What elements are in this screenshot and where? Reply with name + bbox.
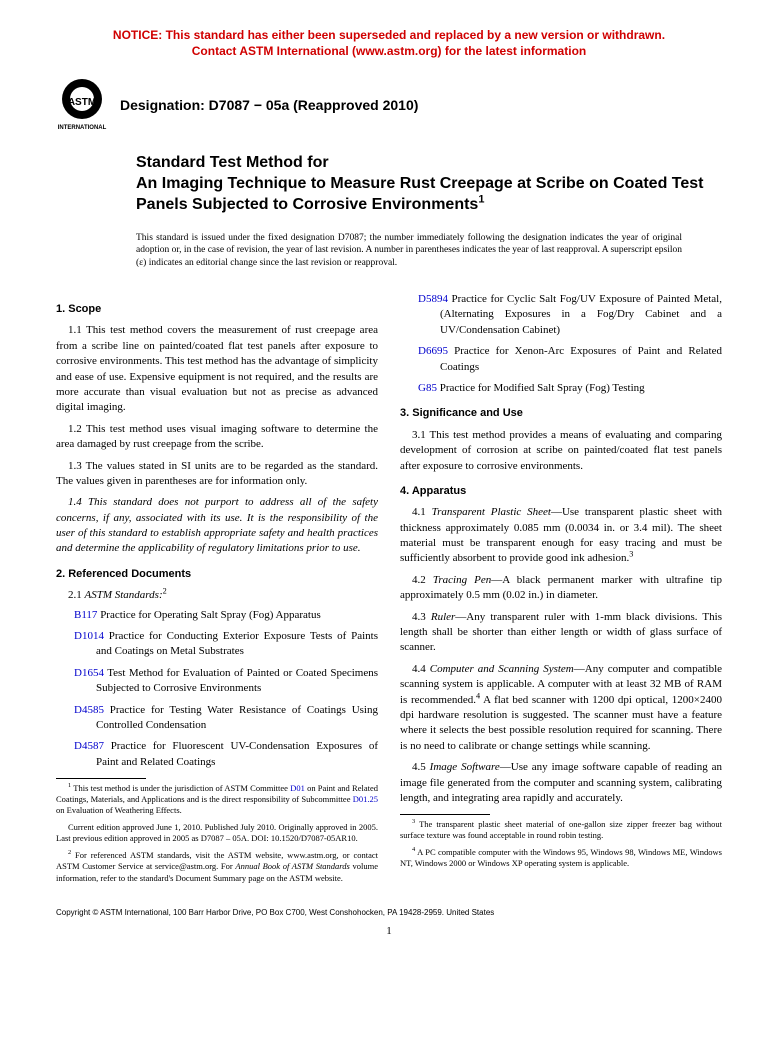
ref-link[interactable]: D1014 [74, 630, 104, 642]
ref-link[interactable]: D01 [290, 783, 305, 793]
section-heading-references: 2. Referenced Documents [56, 567, 378, 582]
section-heading-significance: 3. Significance and Use [400, 406, 722, 421]
ref-item: D1654 Test Method for Evaluation of Pain… [56, 666, 378, 697]
footnote-rule [400, 814, 490, 815]
ref-link[interactable]: D01.25 [353, 794, 378, 804]
ref-item: D4585 Practice for Testing Water Resista… [56, 703, 378, 734]
footnote-4: 4 A PC compatible computer with the Wind… [400, 847, 722, 869]
copyright-line: Copyright © ASTM International, 100 Barr… [56, 908, 722, 917]
para-3-1: 3.1 This test method provides a means of… [400, 428, 722, 474]
body-columns: 1. Scope 1.1 This test method covers the… [56, 292, 722, 884]
ref-link[interactable]: D6695 [418, 345, 448, 357]
page-number: 1 [56, 925, 722, 937]
notice-line-1: NOTICE: This standard has either been su… [113, 28, 665, 42]
ref-item: B117 Practice for Operating Salt Spray (… [56, 608, 378, 623]
para-4-1: 4.1 Transparent Plastic Sheet—Use transp… [400, 505, 722, 567]
header-row: ASTM INTERNATIONAL Designation: D7087 − … [56, 77, 722, 133]
para-2-1: 2.1 ASTM Standards:2 [56, 588, 378, 603]
footnote-3: 3 The transparent plastic sheet material… [400, 819, 722, 841]
footnote-2: 2 For referenced ASTM standards, visit t… [56, 850, 378, 883]
ref-link[interactable]: B117 [74, 609, 97, 621]
footnote-1b: Current edition approved June 1, 2010. P… [56, 822, 378, 844]
section-heading-scope: 1. Scope [56, 302, 378, 317]
supersession-notice: NOTICE: This standard has either been su… [56, 28, 722, 59]
issuance-note: This standard is issued under the fixed … [136, 232, 682, 270]
para-4-3: 4.3 Ruler—Any transparent ruler with 1-m… [400, 610, 722, 656]
right-footnote-block: 3 The transparent plastic sheet material… [400, 814, 722, 869]
designation-line: Designation: D7087 − 05a (Reapproved 201… [120, 97, 418, 113]
astm-logo-icon: ASTM INTERNATIONAL [56, 77, 108, 133]
svg-text:INTERNATIONAL: INTERNATIONAL [58, 125, 107, 131]
ref-item: G85 Practice for Modified Salt Spray (Fo… [400, 381, 722, 396]
notice-line-2: Contact ASTM International (www.astm.org… [192, 44, 586, 58]
ref-link[interactable]: G85 [418, 382, 437, 394]
title-block: Standard Test Method for An Imaging Tech… [136, 153, 722, 215]
title-main: An Imaging Technique to Measure Rust Cre… [136, 174, 722, 216]
svg-text:ASTM: ASTM [68, 97, 96, 108]
ref-item: D6695 Practice for Xenon-Arc Exposures o… [400, 344, 722, 375]
para-1-4: 1.4 This standard does not purport to ad… [56, 495, 378, 557]
ref-link[interactable]: D1654 [74, 667, 104, 679]
footnote-1: 1 This test method is under the jurisdic… [56, 783, 378, 816]
title-lead: Standard Test Method for [136, 153, 722, 174]
para-4-2: 4.2 Tracing Pen—A black permanent marker… [400, 573, 722, 604]
ref-item: D1014 Practice for Conducting Exterior E… [56, 629, 378, 660]
para-1-3: 1.3 The values stated in SI units are to… [56, 459, 378, 490]
para-4-5: 4.5 Image Software—Use any image softwar… [400, 760, 722, 806]
ref-item: D5894 Practice for Cyclic Salt Fog/UV Ex… [400, 292, 722, 338]
ref-link[interactable]: D5894 [418, 293, 448, 305]
ref-item: D4587 Practice for Fluorescent UV-Conden… [56, 739, 378, 770]
ref-link[interactable]: D4585 [74, 704, 104, 716]
para-4-4: 4.4 Computer and Scanning System—Any com… [400, 662, 722, 754]
para-1-2: 1.2 This test method uses visual imaging… [56, 422, 378, 453]
section-heading-apparatus: 4. Apparatus [400, 484, 722, 499]
footnote-rule [56, 778, 146, 779]
left-footnote-block: 1 This test method is under the jurisdic… [56, 778, 378, 883]
ref-link[interactable]: D4587 [74, 740, 104, 752]
para-1-1: 1.1 This test method covers the measurem… [56, 323, 378, 415]
